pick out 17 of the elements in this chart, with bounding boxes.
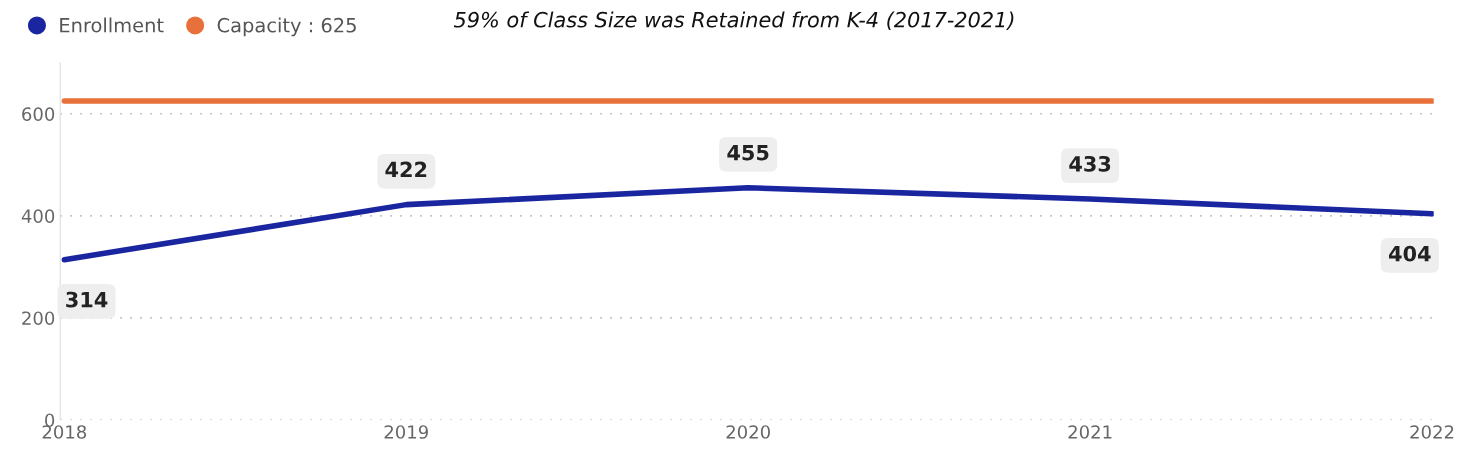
- data-label: 455: [727, 145, 769, 161]
- x-tick-label: 2018: [42, 425, 87, 439]
- data-label: 433: [1069, 155, 1111, 172]
- data-label: 422: [385, 161, 427, 178]
- x-tick-label: 2020: [726, 425, 770, 439]
- x-tick-label: 2019: [384, 425, 428, 439]
- data-label: 404: [1389, 245, 1431, 262]
- legend-label: Enrollment: [60, 17, 164, 33]
- x-tick-label: 2021: [1068, 425, 1112, 439]
- y-tick-label: 0: [45, 413, 55, 428]
- legend-label: Capacity : 625: [217, 17, 356, 37]
- x-tick-label: 2022: [1410, 425, 1454, 439]
- data-label: 314: [66, 291, 108, 308]
- y-tick-label: 600: [22, 107, 55, 121]
- y-tick-label: 200: [22, 311, 55, 326]
- chart-title: 59% of Class Size was Retained from K-4 (2017-2021): [453, 11, 1014, 31]
- y-tick-label: 400: [21, 209, 55, 223]
